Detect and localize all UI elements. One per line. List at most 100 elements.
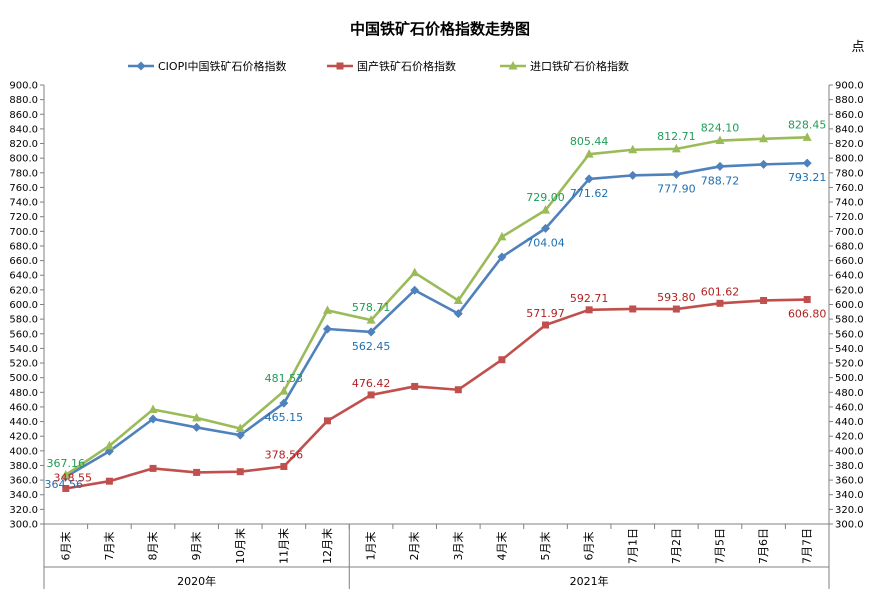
data-label: 578.71 bbox=[352, 301, 391, 314]
legend-item: CIOPI中国铁矿石价格指数 bbox=[128, 59, 286, 73]
data-point bbox=[410, 285, 420, 295]
data-label: 378.56 bbox=[265, 449, 304, 462]
y-tick-label-left: 500.0 bbox=[9, 373, 38, 384]
y-tick-label-right: 440.0 bbox=[835, 417, 864, 428]
plot-area bbox=[61, 132, 812, 492]
y-tick-label-right: 880.0 bbox=[835, 95, 864, 106]
data-point bbox=[366, 327, 376, 337]
x-tick-label: 6月末 bbox=[582, 532, 596, 561]
y-tick-label-left: 900.0 bbox=[9, 81, 38, 92]
data-label: 793.21 bbox=[788, 171, 827, 184]
chart-title: 中国铁矿石价格指数走势图 bbox=[350, 20, 530, 38]
y-tick-label-left: 880.0 bbox=[9, 95, 38, 106]
x-tick-label: 7月末 bbox=[102, 532, 116, 561]
series-line bbox=[65, 298, 808, 490]
data-label: 788.72 bbox=[701, 174, 740, 187]
data-point bbox=[411, 382, 419, 390]
data-label: 562.45 bbox=[352, 340, 391, 353]
y-tick-label-left: 540.0 bbox=[9, 344, 38, 355]
data-labels: 364.56 465.15 562.45 704.04 771.62 777.90 788.… bbox=[45, 118, 827, 490]
y-tick-label-right: 660.0 bbox=[835, 256, 864, 267]
y-tick-label-left: 360.0 bbox=[9, 476, 38, 487]
data-point bbox=[542, 321, 550, 329]
data-point bbox=[235, 423, 245, 433]
y-tick-label-right: 740.0 bbox=[835, 198, 864, 209]
data-point bbox=[61, 469, 71, 479]
x-tick-label: 6月末 bbox=[58, 532, 72, 561]
y-tick-label-left: 640.0 bbox=[9, 271, 38, 282]
data-label: 805.44 bbox=[570, 135, 609, 148]
data-point bbox=[715, 135, 725, 145]
series-line bbox=[65, 136, 808, 476]
data-label: 729.00 bbox=[526, 191, 565, 204]
y-tick-label-right: 400.0 bbox=[835, 446, 864, 457]
data-point bbox=[136, 61, 146, 71]
y-tick-label-left: 520.0 bbox=[9, 359, 38, 370]
y-tick-label-left: 800.0 bbox=[9, 154, 38, 165]
data-point bbox=[280, 463, 288, 471]
data-point bbox=[672, 305, 680, 313]
y-tick-label-left: 860.0 bbox=[9, 110, 38, 121]
legend: CIOPI中国铁矿石价格指数 国产铁矿石价格指数 进口铁矿石价格指数 bbox=[128, 59, 629, 73]
data-point bbox=[759, 133, 769, 143]
data-label: 601.62 bbox=[701, 285, 740, 298]
x-tick-label: 2月末 bbox=[407, 532, 421, 561]
y-tick-label-left: 560.0 bbox=[9, 329, 38, 340]
data-point bbox=[541, 223, 551, 233]
x-tick-label: 7月1日 bbox=[626, 528, 639, 564]
axes: 300.0 300.0 320.0 320.0 340.0 340.0 360.0 360.0… bbox=[9, 81, 864, 589]
data-point bbox=[628, 144, 638, 154]
data-label: 704.04 bbox=[526, 236, 565, 249]
data-point bbox=[759, 159, 769, 169]
x-tick-label: 10月末 bbox=[233, 528, 247, 564]
data-point bbox=[453, 295, 463, 304]
data-point bbox=[323, 417, 331, 425]
y-tick-label-right: 760.0 bbox=[835, 183, 864, 194]
y-tick-label-left: 320.0 bbox=[9, 505, 38, 516]
x-tick-label: 4月末 bbox=[494, 532, 508, 561]
y-tick-label-left: 700.0 bbox=[9, 227, 38, 238]
data-point bbox=[104, 440, 114, 450]
data-label: 812.71 bbox=[657, 130, 696, 143]
y-tick-label-right: 800.0 bbox=[835, 154, 864, 165]
data-point bbox=[716, 299, 724, 307]
data-point bbox=[148, 414, 158, 424]
y-tick-label-right: 480.0 bbox=[835, 388, 864, 399]
x-tick-label: 12月末 bbox=[320, 528, 334, 564]
data-point bbox=[629, 305, 637, 313]
y-tick-label-right: 780.0 bbox=[835, 168, 864, 179]
y-tick-label-right: 340.0 bbox=[835, 490, 864, 501]
data-point bbox=[336, 62, 344, 70]
x-tick-label: 11月末 bbox=[276, 528, 290, 564]
y-tick-label-left: 400.0 bbox=[9, 446, 38, 457]
legend-item: 进口铁矿石价格指数 bbox=[500, 59, 629, 73]
year-group-label: 2021年 bbox=[570, 574, 609, 588]
legend-label: CIOPI中国铁矿石价格指数 bbox=[158, 59, 286, 73]
y-tick-label-right: 580.0 bbox=[835, 315, 864, 326]
data-point bbox=[541, 205, 551, 214]
data-label: 771.62 bbox=[570, 187, 609, 200]
data-point bbox=[105, 477, 113, 485]
data-label: 481.53 bbox=[265, 372, 304, 385]
data-label: 476.42 bbox=[352, 377, 391, 390]
x-tick-label: 8月末 bbox=[146, 532, 160, 561]
data-label: 348.55 bbox=[54, 471, 93, 484]
y-tick-label-left: 720.0 bbox=[9, 212, 38, 223]
x-tick-label: 7月7日 bbox=[801, 528, 814, 564]
y-tick-label-left: 840.0 bbox=[9, 124, 38, 135]
data-point bbox=[671, 143, 681, 153]
data-point bbox=[715, 161, 725, 171]
x-tick-label: 7月2日 bbox=[670, 528, 683, 564]
y-tick-label-left: 620.0 bbox=[9, 285, 38, 296]
data-label: 593.80 bbox=[657, 291, 696, 304]
data-point bbox=[62, 484, 70, 492]
data-point bbox=[585, 306, 593, 314]
y-tick-label-left: 440.0 bbox=[9, 417, 38, 428]
y-tick-label-right: 640.0 bbox=[835, 271, 864, 282]
series-1 bbox=[61, 158, 812, 482]
y-tick-label-right: 900.0 bbox=[835, 81, 864, 92]
data-label: 824.10 bbox=[701, 122, 740, 135]
series-3 bbox=[61, 132, 812, 479]
